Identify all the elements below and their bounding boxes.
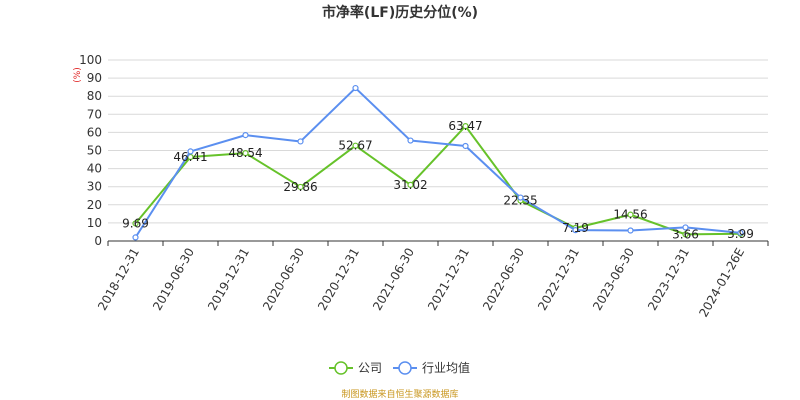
y-tick-label: 30 <box>87 180 102 194</box>
data-point-industry-average <box>407 137 414 144</box>
legend: 公司 行业均值 <box>329 360 470 375</box>
y-tick-label: 10 <box>87 216 102 230</box>
x-tick-label: 2019-06-30 <box>150 246 197 313</box>
data-point-company <box>297 183 304 191</box>
data-point-industry-average <box>517 194 524 201</box>
data-label: 7.19 <box>562 221 589 235</box>
x-tick-label: 2021-12-31 <box>425 246 472 313</box>
series-line-company <box>134 125 741 236</box>
data-label: 14.56 <box>613 208 647 222</box>
x-tick-label: 2023-12-31 <box>645 246 692 313</box>
legend-label-industry-average: 行业均值 <box>422 360 470 375</box>
data-source-note: 制图数据来自恒生聚源数据库 <box>341 388 458 400</box>
data-point-company <box>407 181 414 188</box>
data-point-industry-average <box>132 234 139 241</box>
data-point-company <box>242 150 249 157</box>
data-point-industry-average <box>737 229 744 236</box>
data-point-industry-average <box>242 132 249 139</box>
data-label: 29.86 <box>283 180 317 194</box>
data-label: 63.47 <box>448 119 482 133</box>
data-point-company <box>682 231 689 238</box>
data-label: 9.69 <box>122 216 149 230</box>
y-tick-label: 90 <box>87 71 102 85</box>
data-point-company <box>627 211 634 218</box>
data-point-industry-average <box>572 227 579 234</box>
data-point-industry-average <box>297 138 304 145</box>
y-tick-label: 20 <box>87 198 102 212</box>
data-point-industry-average <box>187 148 194 155</box>
data-label: 52.67 <box>338 139 372 153</box>
y-axis-ticks: 0 10 20 30 40 50 60 70 80 90 100 <box>79 53 102 248</box>
y-tick-label: 50 <box>87 144 102 158</box>
legend-item-company[interactable]: 公司 <box>329 361 382 375</box>
series-lines <box>132 84 744 241</box>
data-label: 3.99 <box>727 227 754 241</box>
data-point-industry-average <box>462 142 469 150</box>
y-axis-label: (%) <box>73 67 83 83</box>
data-point-company <box>132 220 139 227</box>
legend-item-industry-average[interactable]: 行业均值 <box>393 360 470 375</box>
y-tick-label: 0 <box>94 234 102 248</box>
x-tick-label: 2020-12-31 <box>315 246 362 313</box>
x-tick-label: 2023-06-30 <box>590 246 637 313</box>
data-label: 31.02 <box>393 178 427 192</box>
x-tick-label: 2022-06-30 <box>480 246 527 313</box>
x-tick-label: 2022-12-31 <box>535 246 582 313</box>
y-tick-label: 100 <box>79 53 102 67</box>
chart-title: 市净率(LF)历史分位(%) <box>322 4 478 21</box>
y-tick-label: 70 <box>87 107 102 121</box>
y-tick-label: 60 <box>87 125 102 139</box>
data-point-industry-average <box>682 224 689 231</box>
x-axis: 2018-12-31 2019-06-30 2019-12-31 2020-06-30… <box>95 240 769 320</box>
y-tick-label: 80 <box>87 89 102 103</box>
data-labels: 9.69 46.41 48.54 29.86 52.67 31.02 63.47 22.35 7… <box>122 119 754 241</box>
data-label: 22.35 <box>503 194 537 208</box>
x-tick-label: 2019-12-31 <box>205 246 252 313</box>
legend-marker-company <box>334 361 348 375</box>
data-label: 46.41 <box>173 150 207 164</box>
x-tick-label: 2021-06-30 <box>370 246 417 313</box>
x-tick-label: 2018-12-31 <box>95 246 142 313</box>
y-tick-label: 40 <box>87 162 102 176</box>
legend-label-company: 公司 <box>358 361 382 375</box>
gridlines <box>108 59 768 224</box>
data-label: 3.66 <box>672 227 699 241</box>
data-point-company <box>462 123 469 130</box>
data-point-company <box>352 142 359 149</box>
x-tick-label: 2024-01-26E <box>696 246 747 320</box>
x-tick-label: 2020-06-30 <box>260 246 307 313</box>
legend-marker-industry-average <box>398 361 412 375</box>
data-point-industry-average <box>352 84 359 92</box>
data-point-industry-average <box>627 227 634 234</box>
data-label: 48.54 <box>228 146 262 160</box>
series-line-industry-average <box>134 87 741 238</box>
